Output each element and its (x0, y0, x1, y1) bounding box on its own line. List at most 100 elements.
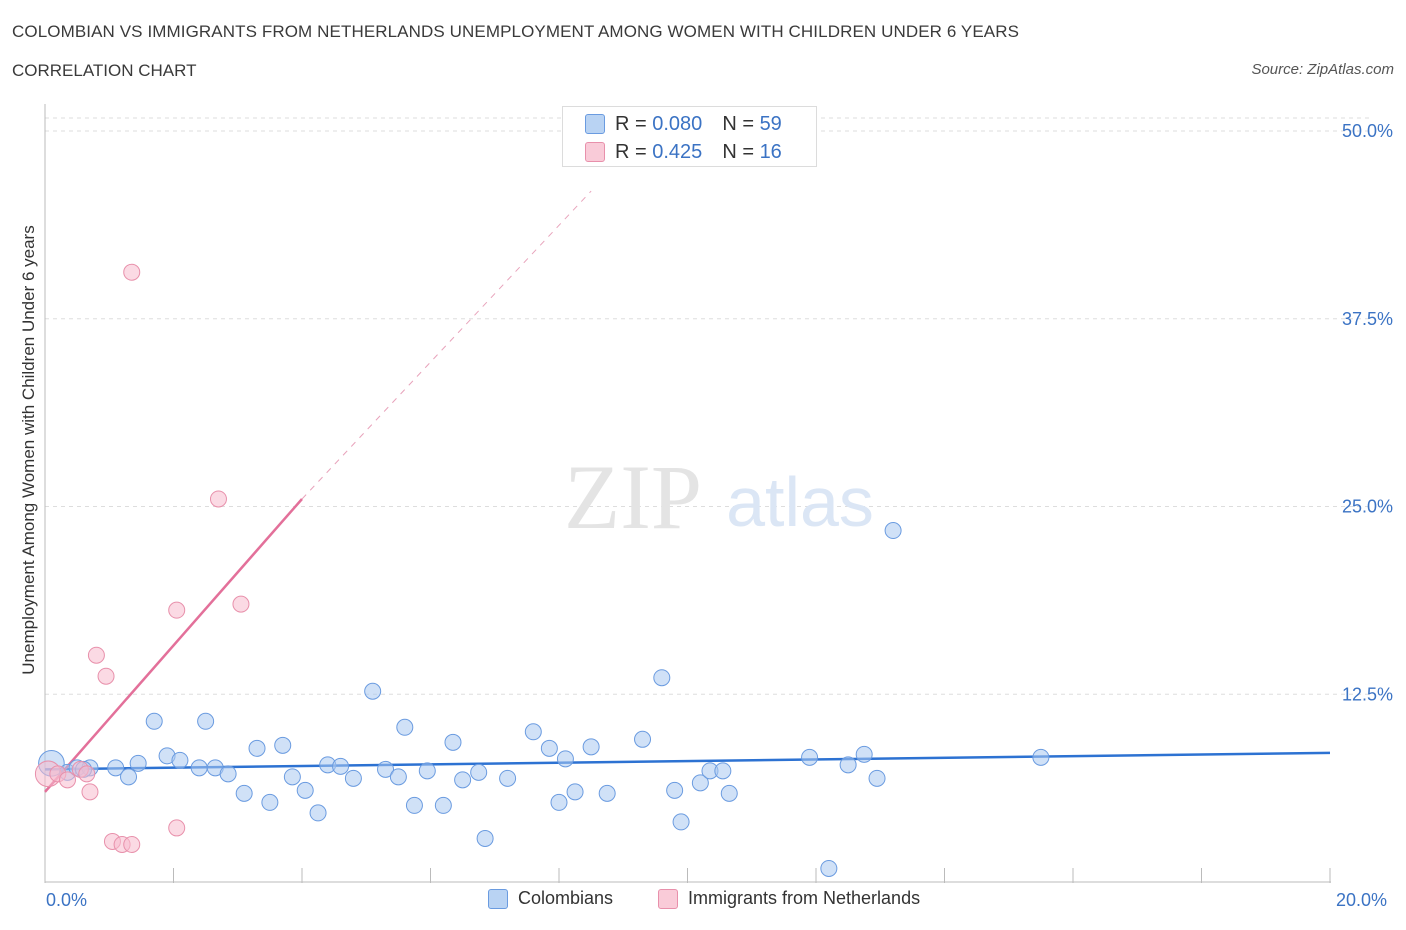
colombian-point (129, 754, 147, 772)
netherlands-point (209, 490, 227, 508)
colombian-point (248, 739, 266, 757)
y-axis-label-wrap: Unemployment Among Women with Children U… (17, 140, 41, 760)
colombian-point (1032, 748, 1050, 766)
netherlands-point (87, 646, 105, 664)
colombian-point (550, 793, 568, 811)
stats-swatch-pink (585, 142, 605, 162)
colombian-point (566, 783, 584, 801)
watermark-zip: ZIP (564, 446, 702, 548)
netherlands-point (78, 765, 96, 783)
colombian-point (190, 759, 208, 777)
colombian-point (868, 769, 886, 787)
stats-n-value: 16 (759, 140, 782, 163)
colombian-point (396, 718, 414, 736)
colombian-point (389, 768, 407, 786)
netherlands-point (97, 667, 115, 685)
colombian-point (839, 756, 857, 774)
colombian-trendline (44, 751, 1331, 771)
colombian-point (405, 796, 423, 814)
netherlands-point (168, 601, 186, 619)
stats-row-colombians: R = 0.080 N = 59 (585, 111, 782, 137)
colombian-point (283, 768, 301, 786)
colombian-point (364, 682, 382, 700)
colombian-point (171, 751, 189, 769)
legend-label-colombians: Colombians (518, 888, 614, 908)
stats-r-label: R = (615, 140, 647, 163)
y-tick-label: 50.0% (1342, 121, 1393, 141)
stats-n-value: 59 (759, 112, 782, 135)
netherlands-point (123, 263, 141, 281)
netherlands-point (58, 771, 76, 789)
colombian-point (296, 781, 314, 799)
legend-swatch-blue (488, 888, 508, 909)
colombian-point (107, 759, 125, 777)
colombian-point (820, 859, 838, 877)
colombian-point (666, 781, 684, 799)
stats-r-value: 0.425 (652, 140, 703, 163)
colombian-point (598, 784, 616, 802)
colombian-point (344, 769, 362, 787)
legend-label-netherlands: Immigrants from Netherlands (688, 888, 921, 908)
x-tick-label-max: 20.0% (1336, 890, 1388, 910)
colombian-point (274, 736, 292, 754)
netherlands-point (168, 819, 186, 837)
colombian-point (582, 738, 600, 756)
colombian-point (499, 769, 517, 787)
colombian-point (470, 763, 488, 781)
data-points (34, 263, 1050, 877)
stats-legend: R = 0.080 N = 59 R = 0.425 N = 16 (562, 106, 817, 167)
chart-title: COLOMBIAN VS IMMIGRANTS FROM NETHERLANDS… (12, 22, 1020, 41)
trendlines (44, 190, 1331, 793)
y-tick-label: 12.5% (1342, 684, 1393, 704)
stats-r-value: 0.080 (652, 112, 703, 135)
colombian-point (476, 829, 494, 847)
colombian-point (691, 774, 709, 792)
legend-item-colombians: Colombians (488, 888, 613, 909)
colombian-point (556, 750, 574, 768)
y-tick-label: 25.0% (1342, 497, 1393, 517)
legend-swatch-pink (658, 888, 678, 909)
colombian-point (145, 712, 163, 730)
stats-n-label: N = (722, 140, 754, 163)
colombian-point (540, 739, 558, 757)
y-axis-label: Unemployment Among Women with Children U… (19, 225, 38, 675)
y-tick-labels: 12.5% 25.0% 37.5% 50.0% (1342, 121, 1393, 704)
colombian-point (377, 760, 395, 778)
zipatlas-watermark: ZIP atlas (564, 446, 874, 548)
colombian-point (332, 757, 350, 775)
colombian-point (434, 796, 452, 814)
netherlands-point (81, 783, 99, 801)
colombian-point (714, 762, 732, 780)
colombian-point (653, 669, 671, 687)
stats-swatch-blue (585, 114, 605, 134)
netherlands-point (123, 835, 141, 853)
colombian-point (120, 768, 138, 786)
colombian-point (418, 762, 436, 780)
netherlands-point (232, 595, 250, 613)
colombian-point (444, 733, 462, 751)
colombian-point (801, 748, 819, 766)
source-credit: Source: ZipAtlas.com (1251, 61, 1394, 78)
watermark-atlas: atlas (726, 463, 874, 541)
stats-r-label: R = (615, 112, 647, 135)
netherlands-trendline (44, 498, 303, 793)
colombian-point (454, 771, 472, 789)
colombian-point (524, 723, 542, 741)
colombian-point (309, 804, 327, 822)
colombian-point (855, 745, 873, 763)
colombian-point (720, 784, 738, 802)
colombian-point (261, 793, 279, 811)
stats-row-netherlands: R = 0.425 N = 16 (585, 139, 782, 165)
x-tick-label-min: 0.0% (46, 890, 88, 910)
colombian-point (197, 712, 215, 730)
colombian-point (235, 784, 253, 802)
colombian-point (219, 765, 237, 783)
legend-item-netherlands: Immigrants from Netherlands (658, 888, 920, 909)
stats-n-label: N = (722, 112, 754, 135)
series-legend: Colombians Immigrants from Netherlands (0, 888, 1406, 916)
colombian-point (672, 813, 690, 831)
colombian-point (634, 730, 652, 748)
chart-subtitle: CORRELATION CHART (12, 61, 197, 80)
colombian-point (884, 522, 902, 540)
